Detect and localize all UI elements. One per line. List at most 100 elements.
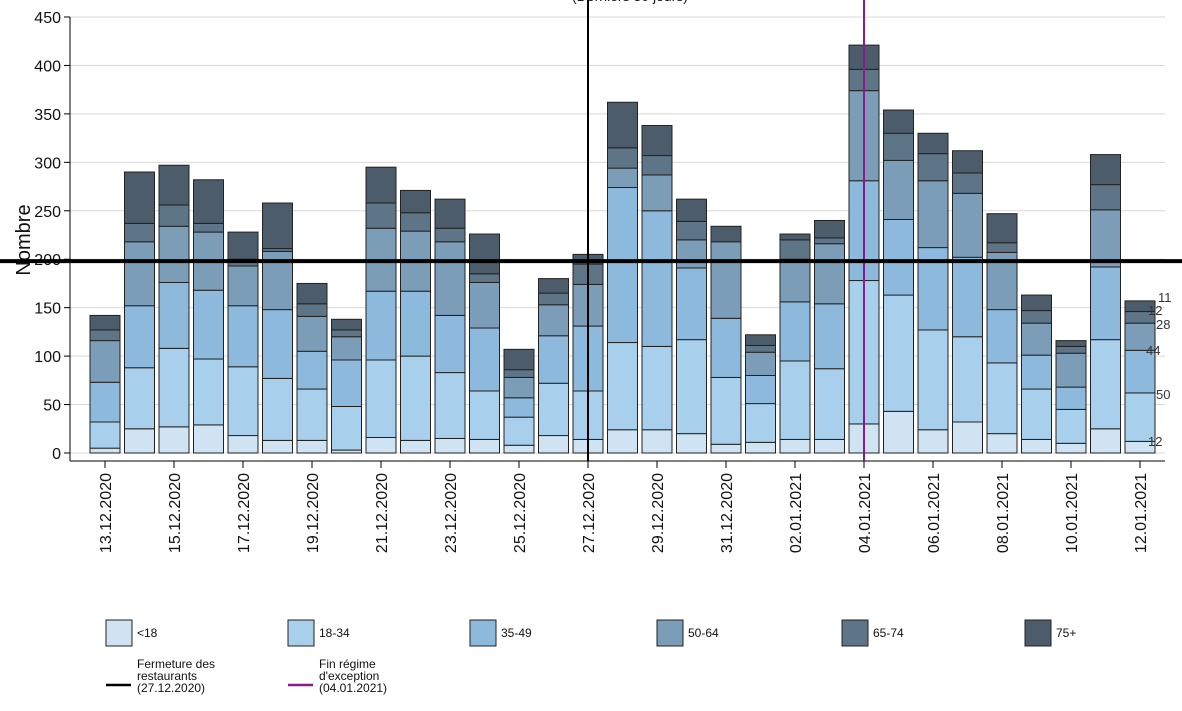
x-tick-label: 27.12.2020: [581, 473, 598, 553]
bar-segment: [1055, 340, 1087, 347]
bar-segment: [124, 305, 155, 369]
bar-segment: [227, 435, 259, 454]
bar-segment: [917, 329, 949, 431]
bar-segment: [986, 242, 1018, 253]
x-tick-label: 29.12.2020: [650, 473, 667, 553]
bar-segment: [710, 376, 742, 445]
bar-segment: [676, 220, 707, 241]
legend-line-label: (04.01.2021): [319, 681, 387, 695]
bar-segment: [538, 382, 569, 437]
bar-segment: [917, 429, 949, 454]
bar-segment: [917, 132, 949, 155]
y-tick-label: 100: [34, 349, 61, 366]
x-tick-label: 12.01.2021: [1133, 473, 1150, 553]
bar-segment: [400, 290, 431, 357]
bar-segment: [331, 318, 362, 331]
x-tick-label: 06.01.2021: [926, 473, 943, 553]
bar-segment: [296, 315, 328, 352]
bar-segment: [745, 403, 776, 443]
bar-segment: [676, 198, 707, 222]
bar-segment: [779, 239, 811, 260]
legend-label: 65-74: [873, 626, 904, 640]
bar-segment: [262, 309, 293, 379]
bar-segment: [607, 167, 638, 189]
bar-segment: [814, 438, 845, 454]
x-tick-label: 31.12.2020: [719, 473, 736, 553]
bar-segment: [779, 360, 811, 440]
bar-segment: [745, 344, 776, 353]
bar-segment: [952, 256, 983, 338]
bar-segment: [779, 438, 811, 454]
bar-segment: [296, 303, 328, 317]
legend-swatch: [469, 619, 497, 647]
legend-line-label: Fin régime: [319, 657, 376, 671]
bar-segment: [538, 304, 569, 337]
bar-segment: [952, 192, 983, 258]
bar-segment: [986, 213, 1018, 244]
x-tick-label: 21.12.2020: [374, 473, 391, 553]
bar-segment: [676, 239, 707, 269]
bar-segment: [434, 198, 466, 229]
bar-segment: [400, 355, 431, 441]
legend-swatch: [105, 619, 133, 647]
bar-segment: [89, 329, 121, 342]
legend-line-label: Fermeture des: [137, 657, 215, 671]
bar-segment: [986, 309, 1018, 364]
y-tick-label: 250: [34, 204, 61, 221]
bar-segment: [779, 258, 811, 303]
bar-segment: [400, 189, 431, 214]
x-tick-label: 25.12.2020: [512, 473, 529, 553]
bar-segment: [193, 179, 224, 224]
bar-segment: [124, 241, 155, 307]
bar-segment: [434, 372, 466, 439]
bar-segment: [193, 289, 224, 360]
bar-segment: [365, 166, 397, 204]
x-tick-label: 02.01.2021: [788, 473, 805, 553]
bar-segment: [1055, 352, 1087, 388]
bar-segment: [1090, 266, 1121, 341]
legend-line-label: (27.12.2020): [137, 681, 205, 695]
bar-segment: [158, 164, 190, 206]
y-tick-label: 150: [34, 301, 61, 318]
legend-swatch: [656, 619, 684, 647]
bar-segment: [227, 305, 259, 368]
bar-segment: [641, 155, 673, 176]
bar-segment: [1055, 442, 1087, 454]
bar-segment: [227, 366, 259, 437]
bar-segment: [745, 351, 776, 376]
bar-segment: [917, 180, 949, 249]
bar-segment: [814, 219, 845, 239]
bar-segment: [503, 376, 535, 399]
bar-segment: [676, 267, 707, 341]
y-tick-label: 450: [34, 10, 61, 27]
bar-segment: [331, 336, 362, 361]
bar-segment: [503, 397, 535, 418]
bar-segment: [917, 153, 949, 182]
bar-segment: [400, 439, 431, 454]
bar-segment: [124, 171, 155, 224]
bar-segment: [193, 424, 224, 454]
bar-segment: [469, 327, 500, 392]
bar-segment: [158, 426, 190, 454]
bar-segment: [296, 388, 328, 441]
bar-segment: [469, 438, 500, 454]
legend-label: 35-49: [501, 626, 532, 640]
legend-line-label: d'exception: [319, 669, 379, 683]
bar-segment: [365, 436, 397, 454]
end-value-label: 12: [1148, 303, 1162, 318]
bar-segment: [124, 367, 155, 430]
end-value-label: 44: [1146, 343, 1160, 358]
bar-segment: [710, 225, 742, 243]
bar-segment: [193, 222, 224, 233]
bar-segment: [607, 147, 638, 169]
y-tick-label: 0: [52, 446, 61, 463]
bar-segment: [710, 443, 742, 454]
bar-segment: [158, 281, 190, 349]
bar-segment: [89, 340, 121, 383]
bar-segment: [365, 290, 397, 361]
bar-segment: [262, 377, 293, 441]
bar-segment: [779, 301, 811, 362]
bar-segment: [1021, 438, 1052, 454]
